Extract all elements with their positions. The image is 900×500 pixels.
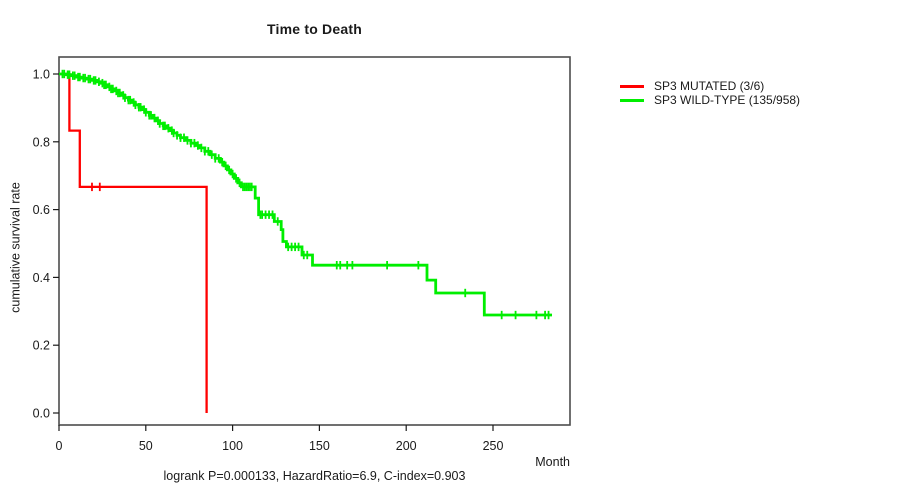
legend: SP3 MUTATED (3/6) SP3 WILD-TYPE (135/958…	[620, 79, 800, 107]
y-tick-label: 0.4	[33, 271, 50, 285]
legend-item-wild-type: SP3 WILD-TYPE (135/958)	[620, 93, 800, 107]
legend-label-wild-type: SP3 WILD-TYPE (135/958)	[654, 93, 801, 107]
y-tick-label: 0.0	[33, 407, 50, 421]
plot-box	[58, 56, 571, 426]
wild-type-survival-curve	[59, 72, 552, 317]
mutated-line-swatch	[620, 84, 644, 88]
x-tick-label: 150	[309, 439, 330, 453]
x-tick-label: 200	[396, 439, 417, 453]
chart-title: Time to Death	[267, 21, 362, 37]
stats-caption: logrank P=0.000133, HazardRatio=6.9, C-i…	[163, 469, 466, 483]
y-tick-label: 0.2	[33, 339, 50, 353]
x-tick-label: 50	[139, 439, 153, 453]
x-tick-label: 100	[222, 439, 243, 453]
legend-label-mutated: SP3 MUTATED (3/6)	[654, 79, 765, 93]
y-tick-label: 0.6	[33, 203, 50, 217]
x-tick-label: 0	[56, 439, 63, 453]
mutated-survival-curve	[59, 72, 208, 413]
wild-type-line-swatch	[620, 98, 644, 102]
y-tick-label: 0.8	[33, 135, 50, 149]
y-tick-label: 1.0	[33, 68, 50, 82]
x-tick-label: 250	[483, 439, 504, 453]
x-axis-label: Month	[535, 455, 570, 469]
legend-item-mutated: SP3 MUTATED (3/6)	[620, 79, 800, 93]
